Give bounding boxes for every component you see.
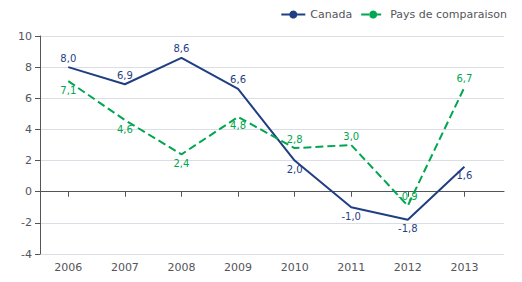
svg-text:8,6: 8,6	[174, 43, 190, 54]
svg-text:Canada: Canada	[310, 8, 352, 21]
svg-text:-2: -2	[21, 216, 32, 229]
svg-text:4,6: 4,6	[117, 124, 133, 135]
svg-text:-4: -4	[21, 248, 32, 261]
svg-text:6,6: 6,6	[230, 74, 246, 85]
svg-text:2009: 2009	[224, 261, 252, 274]
svg-text:2010: 2010	[281, 261, 309, 274]
svg-text:2007: 2007	[111, 261, 139, 274]
svg-text:6,7: 6,7	[456, 73, 472, 84]
svg-text:2,8: 2,8	[287, 134, 303, 145]
svg-text:6: 6	[25, 92, 32, 105]
svg-text:2,0: 2,0	[287, 164, 303, 175]
svg-text:-1,0: -1,0	[341, 211, 361, 222]
svg-text:2,4: 2,4	[174, 158, 190, 169]
svg-text:2: 2	[25, 154, 32, 167]
svg-text:2013: 2013	[450, 261, 478, 274]
svg-text:2008: 2008	[167, 261, 195, 274]
svg-text:2011: 2011	[337, 261, 365, 274]
svg-text:1,6: 1,6	[456, 170, 472, 181]
svg-text:4: 4	[25, 123, 32, 136]
svg-text:3,0: 3,0	[343, 131, 359, 142]
svg-text:0: 0	[25, 185, 32, 198]
svg-text:8: 8	[25, 61, 32, 74]
svg-text:4,8: 4,8	[230, 120, 246, 131]
svg-text:10: 10	[18, 30, 32, 43]
svg-text:-0,9: -0,9	[398, 191, 418, 202]
svg-text:2006: 2006	[54, 261, 82, 274]
svg-text:2012: 2012	[394, 261, 422, 274]
svg-text:-1,8: -1,8	[398, 223, 418, 234]
svg-text:6,9: 6,9	[117, 70, 133, 81]
svg-text:7,1: 7,1	[60, 85, 76, 96]
svg-text:8,0: 8,0	[60, 53, 76, 64]
svg-text:Pays de comparaison: Pays de comparaison	[390, 8, 507, 21]
